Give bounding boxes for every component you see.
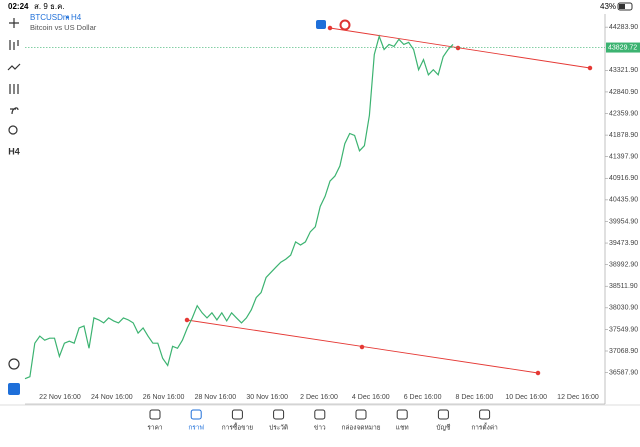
status-date: ส. 9 ธ.ค. xyxy=(34,2,65,11)
trend-point[interactable] xyxy=(535,370,541,376)
nav-tab-label[interactable]: ข่าว xyxy=(314,425,326,432)
trend-lines xyxy=(184,25,593,376)
objects-tool[interactable] xyxy=(9,84,19,94)
nav-icon[interactable] xyxy=(355,409,367,420)
nav-icon[interactable] xyxy=(273,409,285,420)
y-tick-label: 39473.90 xyxy=(609,240,638,247)
y-tick-label: 36587.90 xyxy=(609,369,638,376)
nav-icon[interactable] xyxy=(479,409,491,420)
y-tick-label: 40435.90 xyxy=(609,197,638,204)
y-tick-label: 41878.90 xyxy=(609,132,638,139)
shapes-tool[interactable] xyxy=(8,125,18,135)
nav-icon[interactable] xyxy=(190,409,202,420)
x-tick-label: 30 Nov 16:00 xyxy=(246,394,288,401)
chart-type-tool[interactable] xyxy=(9,40,19,50)
nav-tab-label[interactable]: กล่องจดหมาย xyxy=(341,425,380,432)
trade-button[interactable] xyxy=(8,383,20,395)
indicator-tool[interactable] xyxy=(7,63,21,71)
y-tick-label: 37068.90 xyxy=(609,348,638,355)
period: H4 xyxy=(71,13,82,22)
period-dot: • xyxy=(66,13,69,22)
x-tick-label: 28 Nov 16:00 xyxy=(195,394,237,401)
x-tick-label: 10 Dec 16:00 xyxy=(505,394,547,401)
symbol: BTCUSDm xyxy=(30,13,70,22)
nav-tab-label[interactable]: บัญชี xyxy=(436,424,451,432)
crosshair-tool[interactable] xyxy=(9,18,19,28)
y-tick-label: 38030.90 xyxy=(609,305,638,312)
trend-point[interactable] xyxy=(359,344,365,350)
y-tick-label: 38992.90 xyxy=(609,261,638,268)
y-tick-label: 38511.90 xyxy=(609,283,638,290)
x-tick-label: 4 Dec 16:00 xyxy=(352,394,390,401)
y-tick-label: 43321.90 xyxy=(609,67,638,74)
battery-level xyxy=(619,4,625,9)
y-tick-label: 39954.90 xyxy=(609,218,638,225)
trend-point[interactable] xyxy=(587,65,593,71)
status-time: 02:24 xyxy=(8,2,29,11)
x-tick-label: 2 Dec 16:00 xyxy=(300,394,338,401)
price-line xyxy=(24,34,454,380)
nav-tab-label[interactable]: ประวัติ xyxy=(269,424,288,432)
nav-icon[interactable] xyxy=(231,409,243,420)
nav-tab-label[interactable]: การซื้อขาย xyxy=(222,423,253,432)
nav-icon[interactable] xyxy=(149,409,161,420)
nav-tab-label[interactable]: กราฟ xyxy=(188,425,204,432)
y-tick-label: 37549.90 xyxy=(609,326,638,333)
y-tick-label: 42359.90 xyxy=(609,110,638,117)
nav-icon[interactable] xyxy=(437,409,449,420)
nav-icon[interactable] xyxy=(314,409,326,420)
trend-point[interactable] xyxy=(327,25,333,31)
battery-icon xyxy=(617,2,633,11)
x-tick-label: 24 Nov 16:00 xyxy=(91,394,133,401)
nav-icons xyxy=(149,409,491,420)
x-tick-label: 22 Nov 16:00 xyxy=(39,394,81,401)
y-tick-label: 44283.90 xyxy=(609,24,638,31)
nav-icon[interactable] xyxy=(396,409,408,420)
nav-tab-label[interactable]: แชท xyxy=(396,425,409,432)
trend-point[interactable] xyxy=(184,317,190,323)
function-tool[interactable] xyxy=(10,107,19,115)
status-battery: 43% xyxy=(600,2,616,11)
navigator-tool[interactable] xyxy=(8,358,20,370)
y-tick-label: 40916.90 xyxy=(609,175,638,182)
one-click-icon[interactable] xyxy=(316,20,326,29)
x-tick-label: 8 Dec 16:00 xyxy=(456,394,494,401)
market-icon[interactable] xyxy=(339,19,351,31)
symbol-description: Bitcoin vs US Dollar xyxy=(30,23,97,32)
timeframe-button[interactable]: H4 xyxy=(8,146,20,156)
trend-point[interactable] xyxy=(455,45,461,51)
x-tick-label: 12 Dec 16:00 xyxy=(557,394,599,401)
nav-tab-label[interactable]: การตั้งค่า xyxy=(471,423,498,432)
current-price-box xyxy=(606,42,640,53)
current-price-label: 43829.72 xyxy=(608,44,637,51)
x-tick-label: 6 Dec 16:00 xyxy=(404,394,442,401)
y-tick-label: 42840.90 xyxy=(609,89,638,96)
y-tick-label: 41397.90 xyxy=(609,154,638,161)
toolbar xyxy=(7,18,21,370)
x-tick-label: 26 Nov 16:00 xyxy=(143,394,185,401)
nav-tab-label[interactable]: ราคา xyxy=(147,425,162,432)
